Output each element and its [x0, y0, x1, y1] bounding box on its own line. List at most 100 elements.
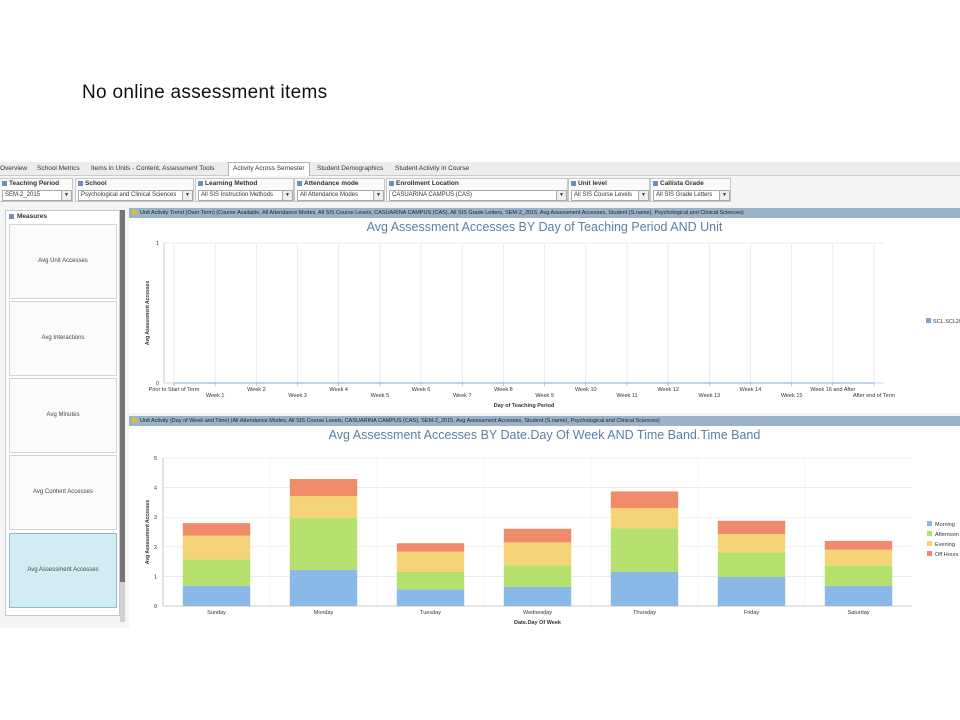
- bar-segment: [503, 528, 572, 543]
- unit-level-select[interactable]: All SIS Course Levels: [571, 190, 639, 201]
- filter-label: Attendance mode: [304, 180, 359, 187]
- measures-scrollbar[interactable]: [120, 210, 125, 582]
- bar-segment: [824, 549, 893, 566]
- legend-label: Off Hours: [935, 552, 959, 558]
- bar-segment: [503, 586, 572, 606]
- measure-label: Avg Minutes: [46, 412, 80, 418]
- x-tick-label: Week 9: [535, 393, 554, 399]
- measure-avg-content-accesses[interactable]: Avg Content Accesses: [9, 455, 117, 530]
- legend-swatch: [926, 318, 931, 323]
- filter-attendance-mode: Attendance mode All Attendance Modes ▼: [294, 178, 385, 202]
- filter-icon: [2, 181, 7, 186]
- bar-segment: [396, 571, 465, 590]
- filter-label: Enrollment Location: [396, 180, 459, 187]
- measure-label: Avg Unit Accesses: [38, 258, 88, 264]
- trend-panel-header-text: Unit Activity Trend (Over Term) (Course …: [140, 210, 744, 216]
- x-tick-label: Week 2: [247, 387, 266, 393]
- filter-label: Callista Grade: [660, 180, 704, 187]
- x-tick-label: Tuesday: [420, 610, 441, 616]
- filter-enrollment-location: Enrollment Location CASUARINA CAMPUS (CA…: [386, 178, 568, 202]
- dropdown-arrow-icon[interactable]: ▼: [61, 190, 72, 201]
- x-tick-label: Week 14: [740, 387, 762, 393]
- y-tick-label: 0: [156, 381, 159, 387]
- legend-swatch: [927, 521, 932, 526]
- tab-activity-across-semester[interactable]: Activity Across Semester: [228, 162, 310, 176]
- tab-student-demographics[interactable]: Student Demographics: [317, 165, 384, 172]
- y-tick-label: 2: [154, 545, 157, 551]
- legend-label: Evening: [935, 542, 955, 548]
- bar-segment: [182, 535, 251, 560]
- filter-icon: [389, 181, 394, 186]
- bar-segment: [396, 543, 465, 552]
- scrollbar-track[interactable]: [120, 582, 125, 622]
- x-tick-label: Friday: [744, 610, 760, 616]
- measure-avg-unit-accesses[interactable]: Avg Unit Accesses: [9, 224, 117, 299]
- weekly-chart: 0 1 2 3 4 5 Sunday Monday Tuesday Wednesday Thursd…: [145, 456, 959, 626]
- dropdown-arrow-icon[interactable]: ▼: [719, 190, 730, 201]
- teaching-period-select[interactable]: SEM-2_2015: [2, 190, 62, 201]
- trend-panel-header: Unit Activity Trend (Over Term) (Course …: [129, 208, 960, 218]
- dropdown-arrow-icon[interactable]: ▼: [182, 190, 193, 201]
- y-tick-label: 3: [154, 515, 157, 521]
- dropdown-arrow-icon[interactable]: ▼: [282, 190, 293, 201]
- tab-student-activity-in-course[interactable]: Student Activity in Course: [395, 165, 470, 172]
- x-tick-label: Thursday: [633, 610, 656, 616]
- measure-avg-interactions[interactable]: Avg Interactions: [9, 301, 117, 376]
- dropdown-arrow-icon[interactable]: ▼: [373, 190, 384, 201]
- measure-avg-minutes[interactable]: Avg Minutes: [9, 378, 117, 453]
- y-tick-label: 1: [154, 574, 157, 580]
- weekly-chart-title: Avg Assessment Accesses BY Date.Day Of W…: [328, 428, 761, 442]
- filter-label: Learning Method: [205, 180, 258, 187]
- legend-swatch: [927, 531, 932, 536]
- x-tick-label: Week 6: [412, 387, 431, 393]
- bar-segment: [289, 496, 358, 519]
- x-tick-label: Sunday: [207, 610, 226, 616]
- bar-segment: [289, 479, 358, 497]
- bar-segment: [182, 585, 251, 606]
- filter-label: School: [85, 180, 107, 187]
- y-tick-label: 4: [154, 486, 157, 492]
- bar-segment: [824, 565, 893, 586]
- measure-label: Avg Assessment Accesses: [27, 567, 99, 573]
- callista-grade-select[interactable]: All SIS Grade Letters: [653, 190, 720, 201]
- tab-overview[interactable]: Overview: [0, 165, 28, 172]
- bar-segment: [610, 491, 679, 509]
- bar-segment: [503, 542, 572, 566]
- filter-icon: [653, 181, 658, 186]
- measure-label: Avg Content Accesses: [33, 489, 93, 495]
- attendance-mode-select[interactable]: All Attendance Modes: [297, 190, 374, 201]
- legend-label: Afternoon: [935, 532, 959, 538]
- weekly-chart-panel: Unit Activity (Day of Week and Time) (Al…: [129, 416, 960, 628]
- y-axis-title: Avg Assessment Accesses: [145, 500, 151, 564]
- bar-segment: [182, 559, 251, 586]
- dropdown-arrow-icon[interactable]: ▼: [556, 190, 567, 201]
- y-axis-title: Avg Assessment Accesses: [145, 281, 151, 345]
- dropdown-arrow-icon[interactable]: ▼: [638, 190, 649, 201]
- bar-segment: [182, 523, 251, 536]
- filter-label: Unit level: [578, 180, 607, 187]
- x-axis-title: Date.Day Of Week: [514, 620, 562, 626]
- legend-label: Morning: [935, 522, 955, 528]
- bar-segment: [824, 540, 893, 550]
- school-select[interactable]: Psychological and Clinical Sciences: [78, 190, 183, 201]
- enrollment-location-select[interactable]: CASUARINA CAMPUS (CAS): [389, 190, 557, 201]
- bar-segment: [717, 576, 786, 606]
- x-tick-label: Week 11: [616, 393, 637, 399]
- plot-area: [164, 243, 884, 383]
- filter-learning-method: Learning Method All SIS Instruction Meth…: [195, 178, 294, 202]
- measures-title: Measures: [17, 213, 47, 220]
- bar-segment: [610, 528, 679, 572]
- filter-callista-grade: Callista Grade All SIS Grade Letters ▼: [650, 178, 731, 202]
- tab-items-in-units[interactable]: Items in Units - Content, Assessment Too…: [91, 165, 215, 172]
- measure-avg-assessment-accesses[interactable]: Avg Assessment Accesses: [9, 533, 117, 608]
- weekly-panel-header-text: Unit Activity (Day of Week and Time) (Al…: [140, 418, 660, 424]
- legend-swatch: [927, 551, 932, 556]
- bar-segment: [610, 571, 679, 606]
- bar-segment: [289, 569, 358, 606]
- measures-icon: [9, 213, 14, 219]
- measures-header: Measures: [6, 211, 119, 223]
- tab-bar: Overview School Metrics Items in Units -…: [0, 162, 960, 176]
- filter-school: School Psychological and Clinical Scienc…: [75, 178, 194, 202]
- learning-method-select[interactable]: All SIS Instruction Methods: [198, 190, 283, 201]
- tab-school-metrics[interactable]: School Metrics: [37, 165, 80, 172]
